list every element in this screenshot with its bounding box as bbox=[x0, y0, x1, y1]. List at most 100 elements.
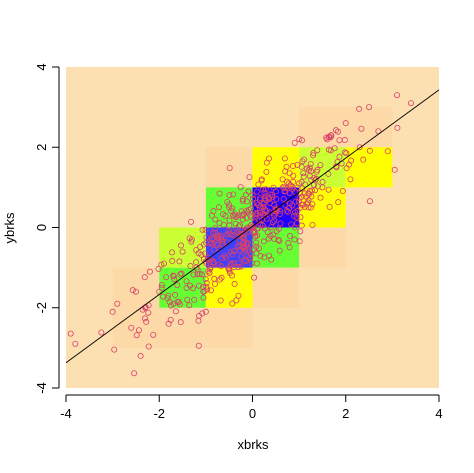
scatter-point-474 bbox=[196, 270, 203, 277]
scatter-point-489 bbox=[216, 219, 223, 226]
scatter-point-12 bbox=[179, 248, 186, 255]
scatter-point-470 bbox=[293, 214, 300, 221]
scatter-point-348 bbox=[253, 210, 260, 217]
scatter-point-58 bbox=[208, 287, 215, 294]
scatter-point-411 bbox=[218, 235, 225, 242]
scatter-point-243 bbox=[279, 176, 286, 183]
scatter-point-417 bbox=[226, 164, 233, 171]
scatter-point-396 bbox=[176, 258, 183, 265]
scatter-point-408 bbox=[266, 209, 273, 216]
scatter-point-352 bbox=[165, 292, 172, 299]
scatter-point-4 bbox=[132, 288, 139, 295]
scatter-point-64 bbox=[314, 147, 321, 154]
heatmap-cell-4 bbox=[205, 307, 253, 348]
scatter-point-496 bbox=[231, 232, 238, 239]
scatter-point-249 bbox=[218, 232, 225, 239]
scatter-point-182 bbox=[253, 260, 260, 267]
scatter-point-21 bbox=[226, 204, 233, 211]
scatter-point-250 bbox=[246, 174, 253, 181]
scatter-point-178 bbox=[271, 235, 278, 242]
scatter-point-183 bbox=[266, 199, 273, 206]
y-tick-label-1: -2 bbox=[34, 302, 49, 314]
scatter-point-379 bbox=[145, 343, 152, 350]
scatter-point-225 bbox=[67, 330, 74, 337]
scatter-point-484 bbox=[232, 211, 239, 218]
scatter-point-283 bbox=[258, 177, 265, 184]
scatter-point-45 bbox=[366, 104, 373, 111]
scatter-point-427 bbox=[214, 233, 221, 240]
scatter-point-173 bbox=[177, 271, 184, 278]
scatter-point-313 bbox=[168, 249, 175, 256]
scatter-point-190 bbox=[194, 271, 201, 278]
x-tick-label-4: 4 bbox=[435, 406, 442, 421]
scatter-point-464 bbox=[326, 203, 333, 210]
scatter-point-440 bbox=[244, 247, 251, 254]
scatter-point-346 bbox=[215, 204, 222, 211]
scatter-point-416 bbox=[308, 177, 315, 184]
scatter-point-435 bbox=[304, 199, 311, 206]
scatter-point-285 bbox=[264, 229, 271, 236]
scatter-point-7 bbox=[146, 268, 153, 275]
scatter-point-412 bbox=[251, 227, 258, 234]
scatter-point-414 bbox=[244, 240, 251, 247]
scatter-point-406 bbox=[245, 253, 252, 260]
heatmap-cell-1 bbox=[112, 267, 160, 308]
scatter-point-455 bbox=[253, 239, 260, 246]
scatter-point-70 bbox=[309, 221, 316, 228]
scatter-point-452 bbox=[286, 170, 293, 177]
scatter-point-48 bbox=[394, 92, 401, 99]
scatter-point-321 bbox=[223, 254, 230, 261]
scatter-point-94 bbox=[249, 200, 256, 207]
scatter-point-206 bbox=[201, 250, 208, 257]
scatter-point-294 bbox=[98, 329, 105, 336]
scatter-point-151 bbox=[253, 188, 260, 195]
scatter-point-479 bbox=[260, 200, 267, 207]
scatter-point-282 bbox=[275, 225, 282, 232]
scatter-point-11 bbox=[170, 272, 177, 279]
scatter-point-287 bbox=[356, 105, 363, 112]
scatter-point-42 bbox=[342, 120, 349, 127]
scatter-point-126 bbox=[190, 271, 197, 278]
scatter-point-295 bbox=[253, 200, 260, 207]
scatter-point-149 bbox=[270, 184, 277, 191]
scatter-point-424 bbox=[210, 246, 217, 253]
scatter-point-310 bbox=[341, 137, 348, 144]
scatter-point-436 bbox=[302, 193, 309, 200]
scatter-point-491 bbox=[236, 247, 243, 254]
scatter-point-184 bbox=[288, 221, 295, 228]
scatter-point-104 bbox=[260, 238, 267, 245]
scatter-point-26 bbox=[249, 192, 256, 199]
scatter-point-273 bbox=[394, 124, 401, 131]
scatter-point-360 bbox=[346, 161, 353, 168]
scatter-point-494 bbox=[131, 370, 138, 377]
scatter-point-244 bbox=[291, 139, 298, 146]
axes: -4 -2 0 2 4 -4 -2 0 2 4 bbox=[34, 63, 443, 421]
scatter-point-364 bbox=[366, 198, 373, 205]
scatter-point-392 bbox=[312, 177, 319, 184]
scatter-point-476 bbox=[240, 240, 247, 247]
scatter-point-213 bbox=[191, 296, 198, 303]
scatter-point-444 bbox=[331, 145, 338, 152]
scatter-point-77 bbox=[300, 173, 307, 180]
scatter-point-252 bbox=[205, 267, 212, 274]
scatter-point-421 bbox=[187, 282, 194, 289]
scatter-point-241 bbox=[178, 270, 185, 277]
scatter-point-103 bbox=[141, 274, 148, 281]
x-tick-label-3: 2 bbox=[342, 406, 349, 421]
scatter-point-270 bbox=[242, 247, 249, 254]
scatter-point-98 bbox=[286, 244, 293, 251]
scatter-point-68 bbox=[233, 297, 240, 304]
scatter-point-0 bbox=[72, 340, 79, 347]
scatter-point-450 bbox=[200, 294, 207, 301]
scatter-point-397 bbox=[215, 261, 222, 268]
scatter-point-401 bbox=[219, 238, 226, 245]
scatter-point-378 bbox=[229, 205, 236, 212]
y-tick-label-2: 0 bbox=[34, 224, 49, 231]
scatter-point-161 bbox=[169, 257, 176, 264]
scatter-point-322 bbox=[319, 178, 326, 185]
scatter-point-301 bbox=[172, 291, 179, 298]
scatter-point-339 bbox=[199, 310, 206, 317]
y-tick-label-3: 2 bbox=[34, 144, 49, 151]
x-tick-label-2: 0 bbox=[249, 406, 256, 421]
